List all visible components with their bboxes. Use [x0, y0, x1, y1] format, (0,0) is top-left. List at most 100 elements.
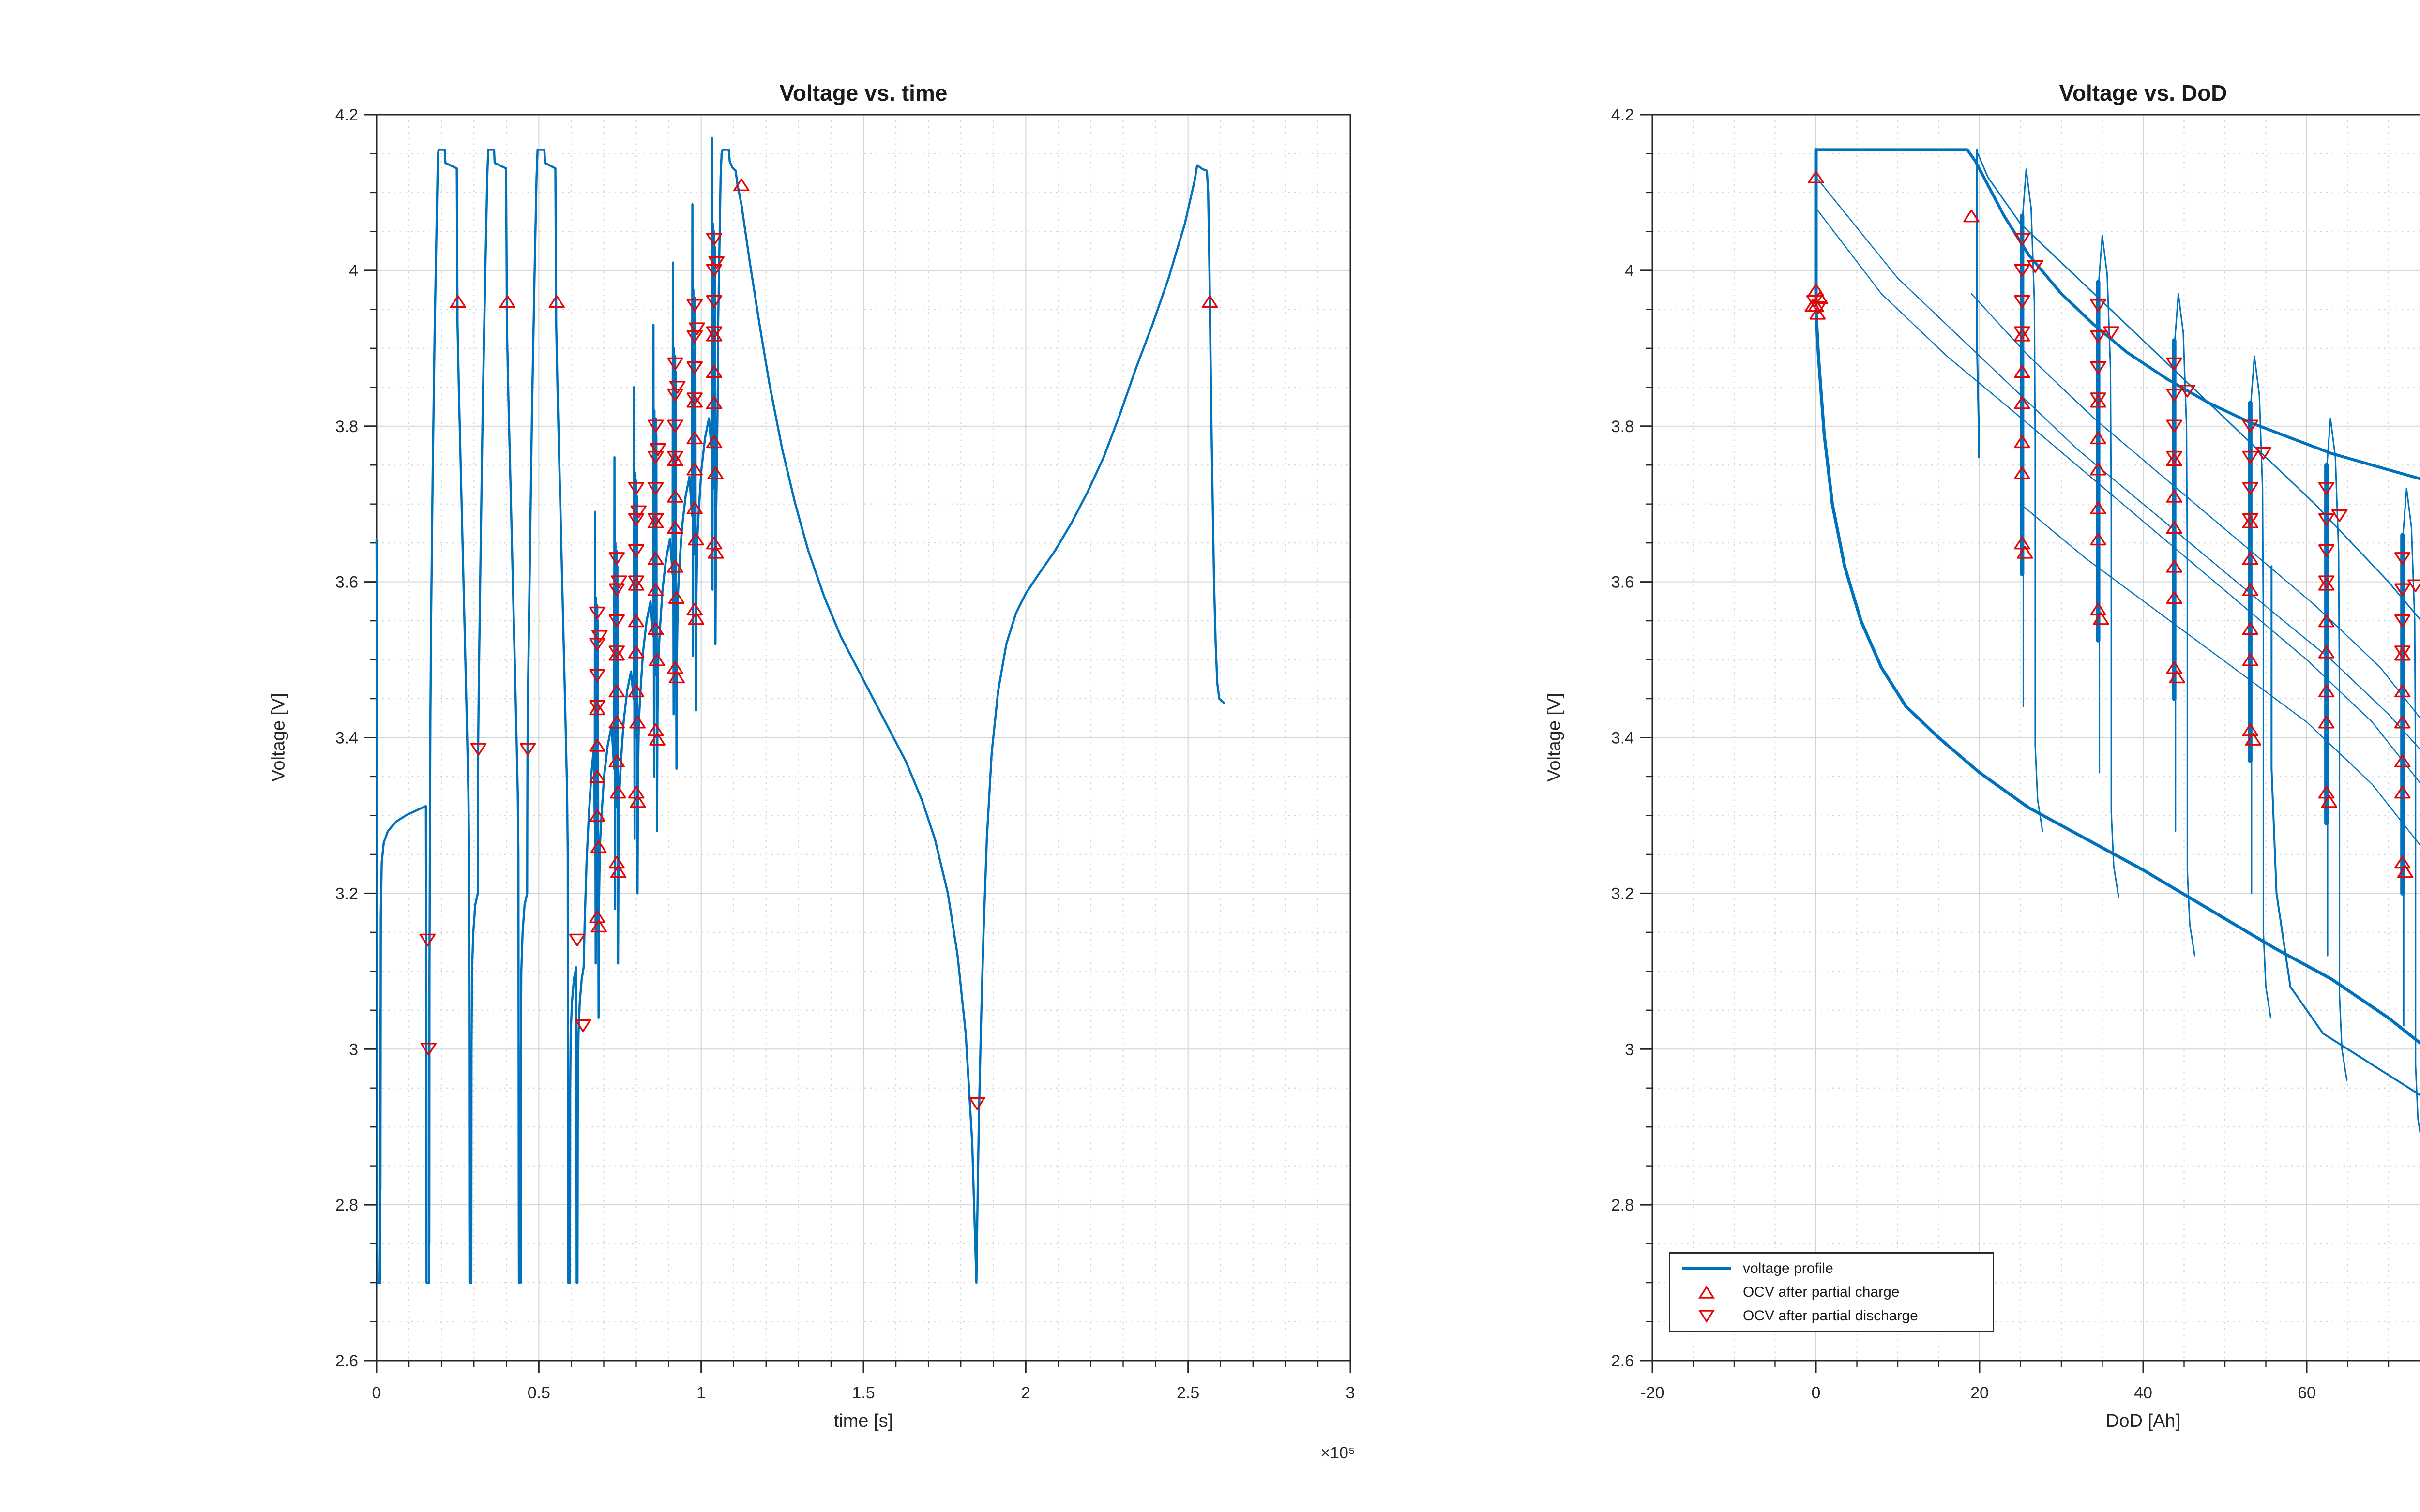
ocv-discharge-marker: [648, 419, 664, 433]
ocv-discharge-marker: [2318, 513, 2335, 526]
ocv-discharge-marker: [589, 669, 605, 682]
y-tick-label: 3.6: [335, 573, 358, 592]
y-tick-label: 3.4: [335, 729, 358, 748]
ocv-charge-marker: [2014, 466, 2030, 479]
ocv-discharge-marker: [2166, 450, 2182, 464]
ocv-discharge-marker: [686, 299, 703, 312]
ocv-charge-marker: [628, 684, 645, 698]
legend-label: OCV after partial charge: [1743, 1284, 1900, 1300]
ocv-charge-marker: [608, 716, 625, 729]
y-tick-label: 4.2: [335, 106, 358, 124]
ocv-charge-marker: [2166, 521, 2182, 534]
voltage-profile-line: [1815, 148, 2420, 480]
ocv-charge-marker: [610, 785, 626, 799]
ocv-charge-marker: [708, 546, 724, 559]
y-tick-label: 3.8: [335, 418, 358, 436]
ocv-discharge-marker: [628, 482, 645, 495]
triangle-down-icon: [1698, 1309, 1715, 1323]
y-tick-label: 3: [1625, 1040, 1634, 1059]
pulse-column-twin: [2326, 418, 2348, 1081]
ocv-discharge-marker: [608, 645, 625, 659]
legend-item-ocv-discharge: OCV after partial discharge: [1670, 1305, 1993, 1327]
ocv-discharge-marker: [470, 743, 487, 756]
x-tick-label: 0: [1812, 1384, 1821, 1402]
ocv-charge-marker: [1808, 170, 1824, 183]
ocv-charge-marker: [648, 622, 664, 635]
ocv-charge-marker: [589, 739, 605, 752]
ocv-discharge-marker: [2242, 450, 2259, 464]
voltage-profile-line: [1814, 308, 2420, 1045]
ocv-discharge-marker: [591, 630, 608, 643]
ocv-charge-marker: [2014, 536, 2030, 550]
ocv-charge-marker: [589, 702, 605, 716]
ocv-charge-marker: [2394, 754, 2411, 767]
x-tick-label: 1: [696, 1384, 706, 1402]
ocv-charge-marker: [648, 552, 664, 565]
right-chart: -200204060801002.62.833.23.43.63.844.2: [1611, 106, 2420, 1402]
ocv-discharge-marker: [2090, 299, 2106, 312]
ocv-charge-marker: [649, 733, 666, 746]
pulse-column-twin: [2173, 293, 2195, 957]
ocv-discharge-marker: [2394, 614, 2411, 628]
ocv-discharge-marker: [648, 482, 664, 495]
pulse-column-twin: [2249, 355, 2272, 1019]
ocv-discharge-marker: [2318, 575, 2335, 588]
ocv-charge-marker: [706, 329, 723, 342]
ocv-discharge-marker: [667, 389, 683, 402]
ocv-discharge-marker: [969, 1097, 985, 1110]
x-tick-label: 20: [1970, 1384, 1989, 1402]
y-tick-label: 3.2: [335, 884, 358, 903]
ocv-charge-marker: [2242, 723, 2259, 736]
ocv-discharge-marker: [2103, 326, 2119, 339]
ocv-discharge-marker: [608, 614, 625, 628]
ocv-charge-marker: [589, 770, 605, 783]
ocv-charge-marker: [649, 653, 666, 666]
ocv-discharge-marker: [2242, 513, 2259, 526]
ocv-charge-marker: [1812, 291, 1829, 304]
ocv-discharge-marker: [608, 552, 625, 565]
ocv-charge-marker: [2318, 578, 2335, 591]
ocv-charge-marker: [1201, 295, 1218, 308]
voltage-profile-line: [1815, 207, 2420, 784]
y-tick-label: 3.2: [1611, 884, 1634, 903]
ocv-charge-marker: [2242, 515, 2259, 528]
x-tick-label: 0: [372, 1384, 381, 1402]
ocv-charge-marker: [608, 754, 625, 767]
ocv-charge-marker: [2166, 560, 2182, 573]
ocv-discharge-marker: [2242, 419, 2259, 433]
y-tick-label: 4.2: [1611, 106, 1634, 124]
ocv-charge-marker: [1808, 299, 1824, 312]
ocv-charge-marker: [2090, 532, 2106, 546]
voltage-profile-line: [2270, 565, 2420, 1096]
ocv-charge-marker: [608, 684, 625, 698]
ocv-discharge-marker: [2255, 447, 2272, 460]
ocv-charge-marker: [2318, 716, 2335, 729]
ocv-discharge-marker: [2090, 330, 2106, 343]
ocv-discharge-marker: [611, 575, 627, 588]
ocv-charge-marker: [2245, 733, 2262, 746]
left-chart-title: Voltage vs. time: [779, 80, 948, 105]
y-tick-label: 3.4: [1611, 729, 1634, 748]
x-tick-label: 0.5: [528, 1384, 550, 1402]
left-xaxis-label: time [s]: [833, 1411, 893, 1431]
ocv-charge-marker: [628, 578, 645, 591]
ocv-charge-marker: [2166, 661, 2182, 674]
ocv-discharge-marker: [669, 381, 686, 394]
ocv-discharge-marker: [667, 419, 683, 433]
ocv-charge-marker: [668, 591, 685, 604]
ocv-charge-marker: [2090, 602, 2106, 616]
right-yaxis-label: Voltage [V]: [1544, 693, 1565, 782]
ocv-charge-marker: [2090, 463, 2106, 476]
ocv-discharge-marker: [628, 575, 645, 588]
ocv-discharge-marker: [2394, 645, 2411, 659]
left-chart: 0 0.5 1 1.5 2 2.5 3 2.6 2.8 3 3.2 3.4 3.6 3.8 4 4.2: [335, 106, 1355, 1402]
ocv-charge-marker: [2014, 365, 2030, 378]
y-tick-label: 2.6: [1611, 1352, 1634, 1370]
ocv-charge-marker: [2166, 490, 2182, 503]
ocv-charge-marker: [1963, 210, 1980, 223]
ocv-discharge-marker: [589, 606, 605, 620]
ocv-charge-marker: [499, 295, 515, 308]
ocv-charge-marker: [667, 560, 683, 573]
ocv-discharge-marker: [686, 361, 703, 374]
